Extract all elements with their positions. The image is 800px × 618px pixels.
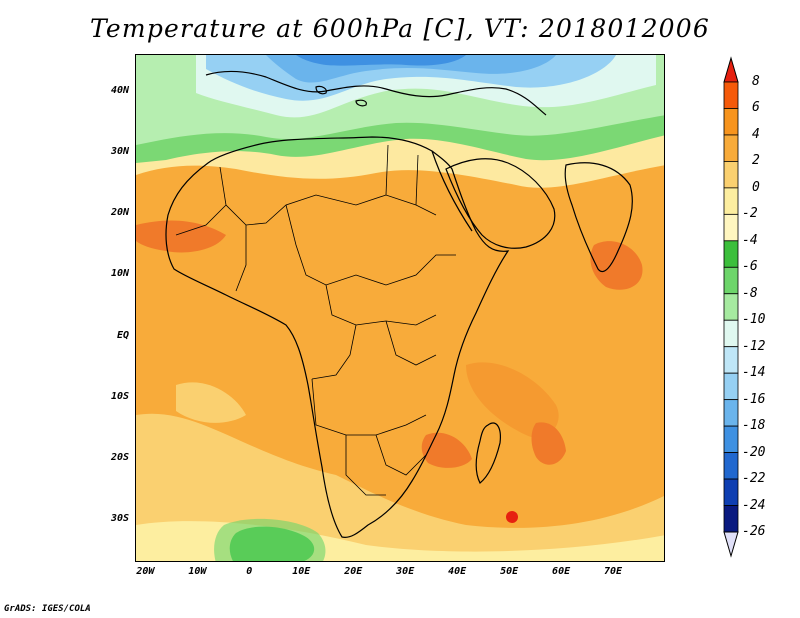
colorbar-swatch (723, 81, 739, 109)
colorbar-label: -18 (742, 418, 766, 434)
border-4 (235, 225, 247, 292)
colorbar-label: -6 (742, 259, 758, 275)
colorbar-label: -22 (742, 471, 766, 487)
colorbar-swatch (723, 425, 739, 453)
lon-tick-label: 70E (604, 566, 623, 577)
lat-tick-label: 20N (110, 207, 129, 219)
field-warm-arabian (590, 241, 643, 290)
colorbar-swatch (723, 478, 739, 506)
colorbar-label: 8 (752, 74, 760, 89)
madagascar-coast (475, 422, 501, 484)
colorbar-label: 2 (752, 153, 760, 169)
colorbar-swatch (723, 505, 739, 533)
colorbar-swatch (723, 240, 739, 268)
field-warm-westafrica (136, 220, 226, 253)
colorbar-swatch (723, 134, 739, 162)
lat-tick-label: 30S (110, 513, 129, 525)
map-canvas (136, 55, 664, 561)
colorbar-swatch (723, 213, 739, 242)
lon-tick-label: 30E (396, 566, 415, 577)
border-12 (415, 154, 419, 206)
redsea-coast (431, 150, 473, 232)
border-11 (385, 144, 389, 196)
colorbar-label: -2 (742, 206, 758, 222)
colorbar-swatch (723, 187, 739, 215)
colorbar-label: -20 (742, 444, 766, 460)
chart-title: Temperature at 600hPa [C], VT: 201801200… (90, 14, 710, 43)
border-7 (385, 320, 437, 366)
med-island-2 (355, 99, 367, 107)
colorbar-swatch (723, 293, 739, 321)
border-8 (311, 378, 427, 436)
border-3 (285, 204, 456, 286)
lon-tick-label: 10W (188, 566, 207, 577)
india-coast (564, 162, 633, 273)
colorbar-label: -26 (742, 524, 766, 539)
colorbar-swatch (723, 266, 739, 295)
field-hot-spot (506, 511, 518, 523)
colorbar-swatch (723, 346, 739, 374)
lon-tick-label: 50E (500, 566, 519, 577)
colorbar-label: -12 (742, 338, 766, 354)
lat-tick-label: 40N (110, 84, 129, 96)
colorbar-label: -14 (742, 365, 766, 381)
lon-tick-label: 40E (448, 566, 467, 577)
border-9 (345, 435, 386, 496)
lat-tick-label: 10N (110, 268, 129, 280)
lon-tick-label: 0 (246, 566, 253, 577)
country-borders (175, 144, 456, 496)
colorbar-swatch (723, 452, 739, 480)
colorbar-swatch (723, 161, 739, 189)
lon-tick-label: 20W (136, 566, 155, 577)
field-south-green-edge (214, 518, 326, 561)
colorbar-label: -24 (742, 497, 766, 513)
lat-tick-label: 10S (110, 390, 129, 402)
field-pale-sw (176, 382, 246, 423)
arabia-coast (445, 158, 556, 249)
temperature-map (135, 54, 665, 562)
field-north-blue3 (296, 55, 466, 66)
lon-tick-label: 10E (292, 566, 311, 577)
credit-label: GrADS: IGES/COLA (4, 604, 91, 614)
border-5 (325, 284, 437, 326)
lon-tick-label: 20E (344, 566, 363, 577)
colorbar-swatch (723, 372, 739, 401)
colorbar-swatch (723, 108, 739, 136)
border-6 (311, 324, 357, 380)
colorbar-bottom-arrow (723, 531, 739, 558)
lat-tick-label: 20S (110, 451, 129, 463)
med-island-1 (315, 85, 327, 95)
colorbar-swatch (723, 399, 739, 427)
border-10 (375, 434, 427, 476)
colorbar-label: -4 (742, 232, 758, 248)
lat-tick-label: EQ (116, 329, 129, 341)
colorbar-label: 4 (752, 126, 760, 142)
colorbar-label: -16 (742, 391, 766, 407)
field-warm-madagascar-east (531, 422, 566, 465)
lon-tick-label: 60E (552, 566, 571, 577)
border-2 (175, 204, 227, 236)
colorbar-top-arrow (723, 56, 739, 83)
colorbar-label: -10 (742, 312, 766, 328)
colorbar-label: -8 (742, 285, 758, 301)
lat-tick-label: 30N (110, 145, 129, 157)
border-1 (219, 166, 437, 226)
colorbar-label: 0 (752, 179, 760, 195)
field-warm-east (466, 362, 559, 438)
colorbar-swatch (723, 319, 739, 348)
coastlines (165, 70, 633, 538)
colorbar-label: 6 (752, 100, 760, 116)
field-warm-mozambique (421, 432, 472, 468)
europe-coast (205, 70, 547, 116)
